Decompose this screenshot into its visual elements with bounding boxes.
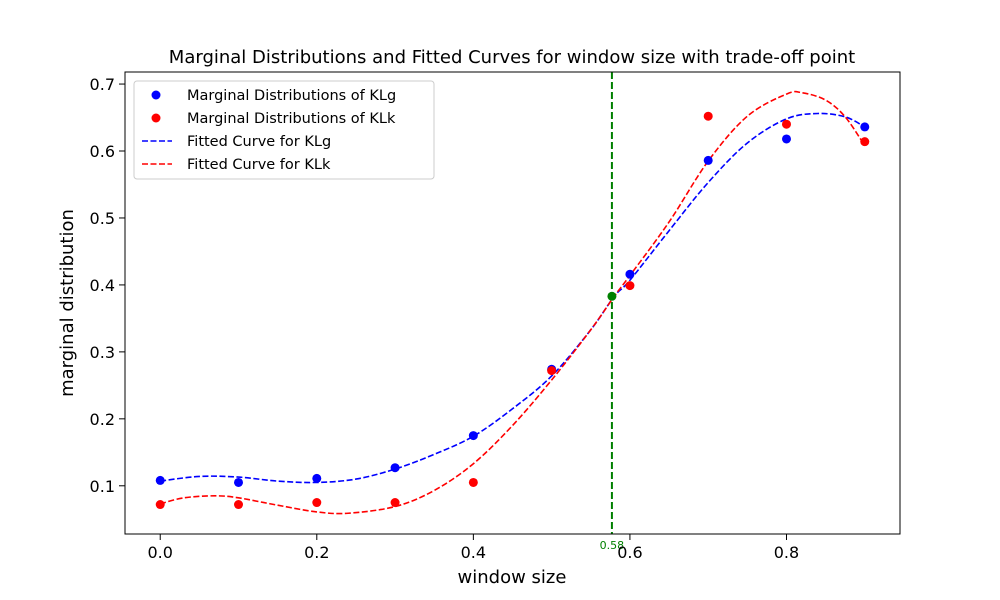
- klk-point: [781, 119, 791, 129]
- klk-point: [625, 281, 635, 291]
- x-tick-label: 0.4: [461, 543, 486, 562]
- klg-point: [155, 475, 165, 485]
- klg-point: [703, 155, 713, 165]
- y-tick-label: 0.3: [90, 343, 115, 362]
- klk-point: [703, 111, 713, 121]
- legend-entry: Fitted Curve for KLg: [187, 134, 331, 150]
- klk-point: [312, 498, 322, 508]
- chart-title: Marginal Distributions and Fitted Curves…: [169, 47, 855, 68]
- klg-point: [312, 473, 322, 483]
- x-tick-label: 0.6: [617, 543, 642, 562]
- y-tick-label: 0.4: [90, 276, 115, 295]
- legend-entry: Fitted Curve for KLk: [187, 157, 331, 173]
- fitted-curve-klk: [160, 90, 866, 515]
- klk-point: [547, 366, 557, 376]
- klg-point: [234, 477, 244, 487]
- klk-point: [860, 137, 870, 147]
- x-tick-label: 0.2: [304, 543, 329, 562]
- plot-area: 0.58: [155, 72, 870, 552]
- legend: Marginal Distributions of KLg Marginal Di…: [133, 80, 435, 180]
- klg-point: [390, 463, 400, 473]
- klg-point: [625, 269, 635, 279]
- legend-entry: Marginal Distributions of KLg: [187, 88, 396, 104]
- x-axis-label: window size: [458, 567, 567, 588]
- y-axis: 0.1 0.2 0.3 0.4 0.5 0.6 0.7: [90, 75, 125, 496]
- klg-point: [781, 134, 791, 144]
- klk-point: [234, 500, 244, 510]
- klg-point: [468, 431, 478, 441]
- x-axis: 0.0 0.2 0.4 0.6 0.8: [148, 534, 799, 562]
- y-axis-label: marginal distribution: [57, 209, 78, 397]
- y-tick-label: 0.2: [90, 410, 115, 429]
- y-tick-label: 0.7: [90, 75, 115, 94]
- klk-point: [468, 477, 478, 487]
- x-tick-label: 0.8: [774, 543, 799, 562]
- legend-marker: [151, 113, 161, 123]
- x-tick-label: 0.0: [148, 543, 173, 562]
- fitted-curve-klg: [160, 112, 866, 484]
- klk-point: [390, 498, 400, 508]
- klg-point: [860, 122, 870, 132]
- plot-frame: [124, 71, 901, 535]
- y-tick-label: 0.5: [90, 209, 115, 228]
- legend-marker: [151, 90, 161, 100]
- legend-box: [133, 80, 435, 180]
- y-tick-label: 0.1: [90, 477, 115, 496]
- tradeoff-point: [607, 291, 617, 301]
- y-tick-label: 0.6: [90, 142, 115, 161]
- legend-entry: Marginal Distributions of KLk: [187, 111, 396, 127]
- tradeoff-label: 0.58: [600, 539, 625, 552]
- klk-point: [155, 500, 165, 510]
